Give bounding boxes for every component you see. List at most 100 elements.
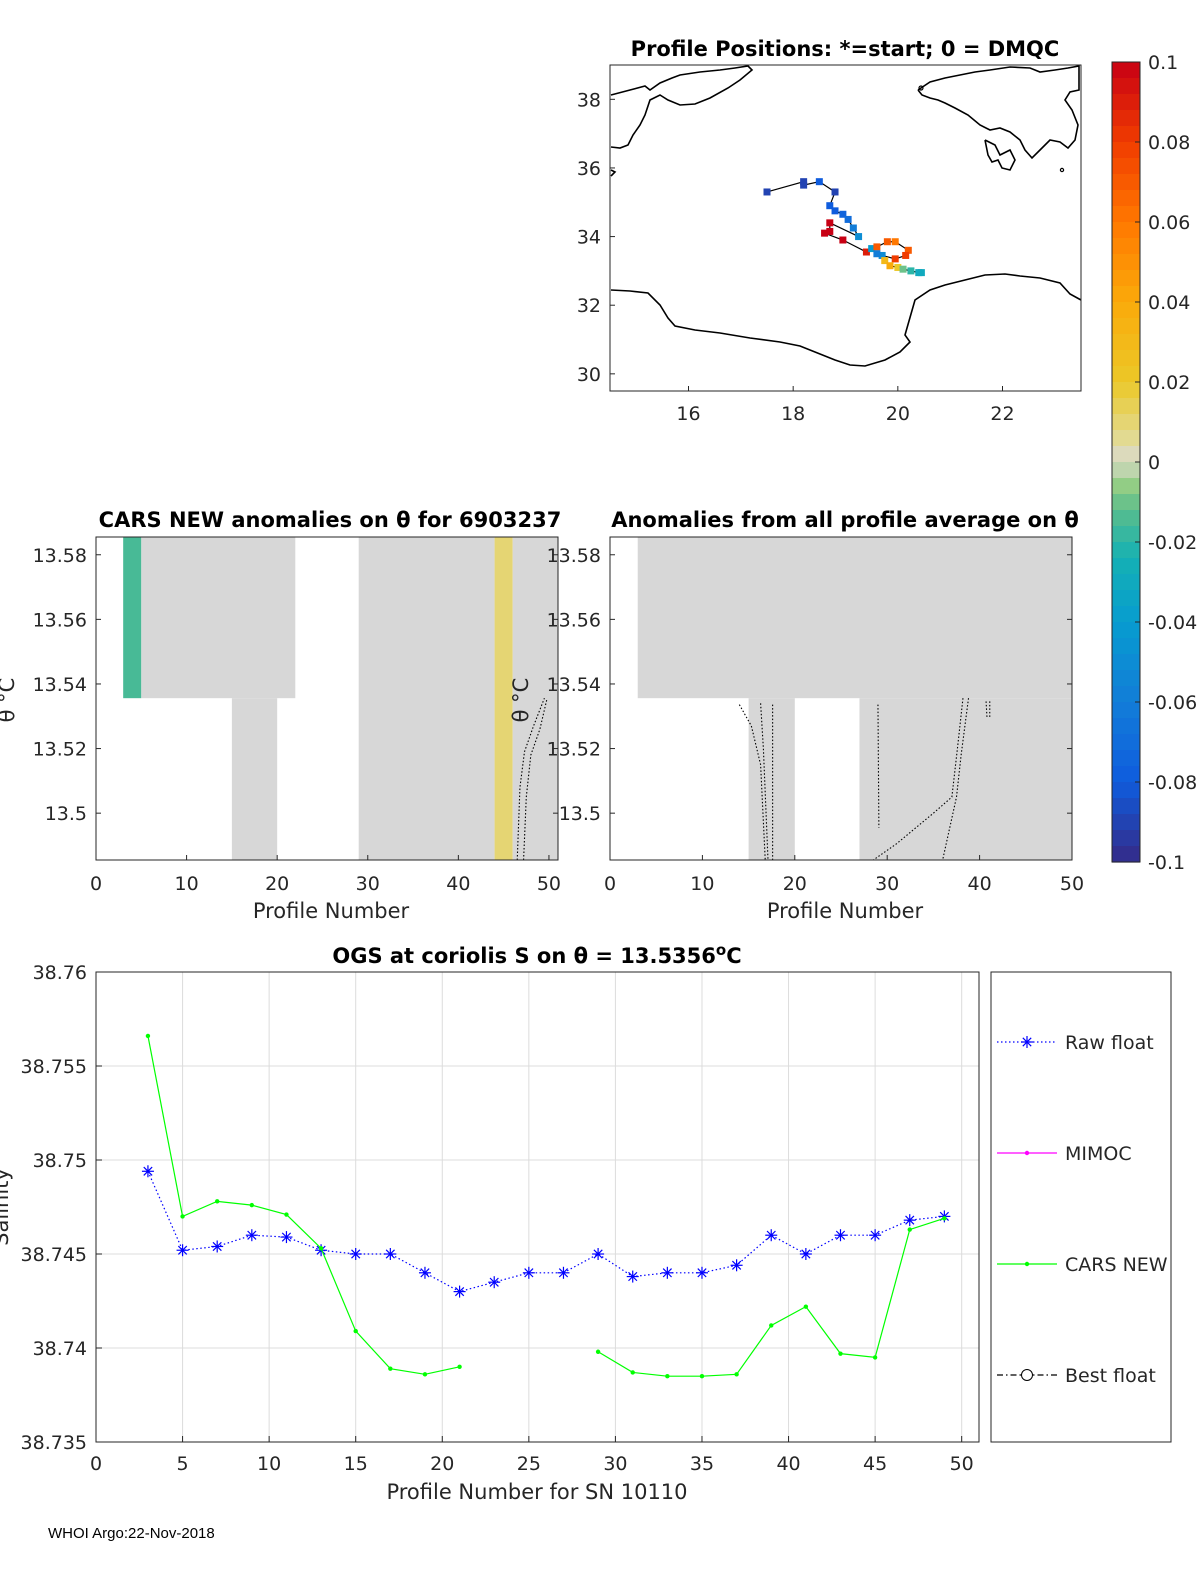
profile-average-anomaly-xlabel: Profile Number — [767, 899, 924, 923]
contour-line — [985, 701, 988, 718]
profile-average-anomaly-y-ticks: 13.5 13.52 13.54 13.56 13.58 — [547, 545, 1072, 825]
salinity-title: OGS at coriolis S on θ = 13.5356oC — [332, 941, 741, 968]
x-tick-label: 10 — [174, 873, 198, 895]
legend-entry: Best float — [997, 1365, 1156, 1387]
x-tick-label: 25 — [517, 1453, 541, 1475]
data-point-dot — [422, 1372, 428, 1377]
data-point-star — [695, 1266, 708, 1279]
profile-position-marker — [886, 262, 894, 270]
coastline-sicily — [610, 169, 617, 177]
y-tick-label: 13.52 — [547, 739, 601, 761]
cars-anomaly-cells — [123, 537, 558, 861]
legend-entry: MIMOC — [997, 1143, 1132, 1165]
colorbar-segment — [1112, 766, 1140, 783]
data-point-dot — [145, 1033, 151, 1039]
colorbar-segment — [1112, 702, 1140, 719]
colorbar-segment — [1112, 142, 1140, 159]
x-tick-label: 45 — [863, 1453, 887, 1475]
legend-marker-star — [1021, 1036, 1033, 1048]
profile-average-anomaly-cells — [637, 537, 1072, 861]
colorbar-segment — [1112, 670, 1140, 687]
colorbar-segment — [1112, 798, 1140, 815]
x-tick-label: 20 — [265, 873, 289, 895]
data-point-star — [349, 1248, 362, 1260]
map-y-tick-label: 30 — [577, 364, 601, 386]
legend-marker-dot — [1024, 1150, 1030, 1156]
cars-anomaly-y-ticks: 13.5 13.52 13.54 13.56 13.58 — [33, 545, 558, 825]
profile-position-marker — [902, 251, 910, 259]
colorbar-segment — [1112, 494, 1140, 511]
contour-line — [877, 704, 880, 828]
x-tick-label: 50 — [1060, 873, 1084, 895]
data-point-star — [592, 1248, 605, 1260]
colorbar-segment — [1112, 350, 1140, 367]
data-point-star — [730, 1259, 743, 1272]
colorbar-tick-label: 0.06 — [1148, 212, 1190, 234]
colorbar-tick-label: 0 — [1148, 452, 1160, 474]
x-tick-label: 30 — [875, 873, 899, 895]
profile-average-anomaly-title: Anomalies from all profile average on θ — [611, 508, 1079, 532]
colorbar-segment — [1112, 574, 1140, 591]
x-tick-label: 40 — [776, 1453, 800, 1475]
data-point-star — [661, 1266, 674, 1279]
profile-position-marker — [763, 188, 771, 196]
colorbar-segment — [1112, 782, 1140, 799]
colorbar-segment — [1112, 222, 1140, 239]
y-tick-label: 13.5 — [45, 803, 87, 825]
map-axes-background — [610, 65, 1081, 391]
colorbar-segment — [1112, 542, 1140, 559]
y-tick-label: 13.56 — [33, 609, 87, 631]
colorbar-segment — [1112, 734, 1140, 751]
data-point-star — [765, 1229, 778, 1242]
y-tick-label: 38.75 — [33, 1150, 87, 1172]
colorbar-segment — [1112, 558, 1140, 575]
legend-marker-circle — [1021, 1369, 1033, 1381]
x-tick-label: 20 — [783, 873, 807, 895]
profile-position-marker — [868, 245, 876, 253]
profile-position-marker — [904, 246, 912, 254]
data-point-star — [141, 1165, 154, 1178]
x-tick-label: 10 — [690, 873, 714, 895]
legend-box — [990, 971, 1172, 1443]
anomaly-cell — [748, 698, 795, 860]
data-point-star — [211, 1240, 224, 1253]
profile-average-anomaly-ylabel: θ °C — [509, 678, 533, 723]
profile-position-marker — [815, 178, 823, 186]
legend-label: MIMOC — [1065, 1143, 1132, 1165]
cars-anomaly-ylabel: θ °C — [0, 678, 19, 723]
series-line-cars-new — [147, 1035, 460, 1375]
profile-average-anomaly-frame — [609, 536, 1073, 861]
data-point-star — [384, 1248, 397, 1260]
data-point-star — [557, 1266, 570, 1279]
legend-marker-dot — [1024, 1261, 1030, 1267]
cars-anomaly-x-ticks: 0 10 20 30 40 50 — [90, 855, 561, 895]
map-y-ticks: 30 32 34 36 38 — [577, 89, 615, 386]
profile-position-marker — [839, 210, 847, 218]
colorbar-segment — [1112, 830, 1140, 847]
map-y-tick-label: 36 — [577, 158, 601, 180]
colorbar-tick-label: 0.08 — [1148, 132, 1190, 154]
data-point-dot — [249, 1202, 255, 1208]
anomaly-cell — [494, 537, 513, 860]
anomaly-cell — [512, 537, 558, 860]
x-tick-label: 50 — [537, 873, 561, 895]
contour-line — [873, 698, 964, 861]
data-point-star — [869, 1229, 882, 1242]
x-tick-label: 0 — [90, 873, 102, 895]
colorbar-segment — [1112, 638, 1140, 655]
map-axes-frame — [609, 64, 1082, 392]
profile-position-marker — [881, 257, 889, 265]
colorbar-segment — [1112, 238, 1140, 255]
map-x-tick-label: 18 — [781, 403, 805, 425]
x-tick-label: 30 — [356, 873, 380, 895]
legend-entry: CARS NEW — [997, 1254, 1168, 1276]
map-x-tick-label: 22 — [990, 403, 1014, 425]
data-point-dot — [734, 1372, 739, 1377]
contour-line — [516, 697, 545, 861]
cars-anomaly-title: CARS NEW anomalies on θ for 6903237 — [99, 508, 562, 532]
y-tick-label: 13.58 — [33, 545, 87, 567]
data-point-star — [903, 1214, 916, 1227]
profile-position-marker — [800, 181, 808, 189]
profile-position-marker — [878, 251, 886, 259]
y-tick-label: 38.755 — [21, 1056, 87, 1078]
